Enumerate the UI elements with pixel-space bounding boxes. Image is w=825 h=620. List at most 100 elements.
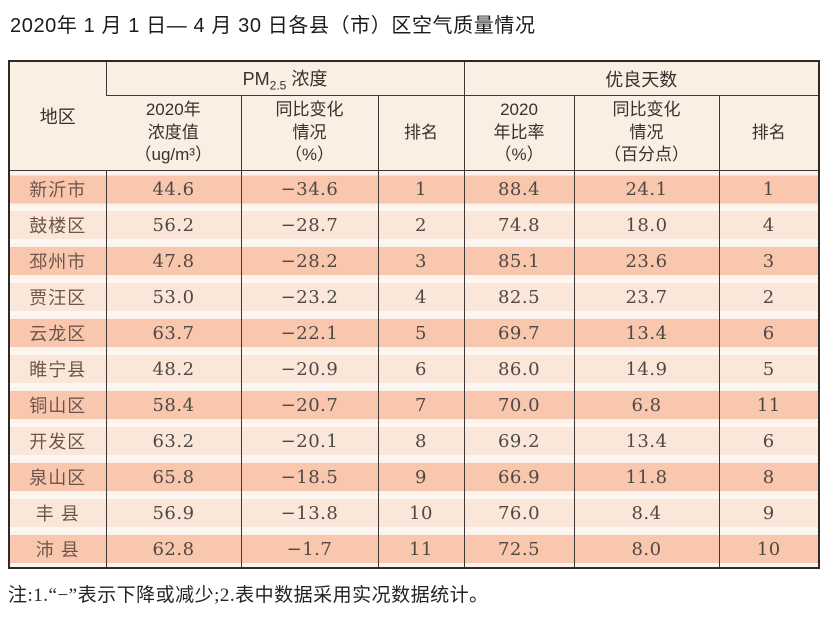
good-ratio-cell: 82.5 bbox=[463, 279, 575, 315]
pm-value-cell: 48.2 bbox=[105, 351, 241, 387]
table-row: 云龙区 63.7 −22.1 5 69.7 13.4 6 bbox=[9, 315, 820, 351]
region-cell: 鼓楼区 bbox=[9, 207, 106, 243]
pm-value-cell: 53.0 bbox=[105, 279, 241, 315]
good-rank-cell: 11 bbox=[718, 387, 820, 423]
pm-change-cell: −18.5 bbox=[240, 459, 378, 495]
pm-rank-cell: 7 bbox=[377, 387, 465, 423]
region-cell: 新沂市 bbox=[9, 170, 106, 207]
good-rank-cell: 8 bbox=[718, 459, 820, 495]
pm-value-cell: 63.7 bbox=[105, 315, 241, 351]
header-group-row: 地区 PM2.5 浓度 优良天数 bbox=[9, 61, 820, 171]
good-rank-cell: 10 bbox=[718, 531, 820, 568]
good-change-cell: 23.7 bbox=[573, 279, 720, 315]
pm-change-cell: −28.2 bbox=[240, 243, 378, 279]
pm-change-cell: −23.2 bbox=[240, 279, 378, 315]
table-header: 地区 PM2.5 浓度 优良天数 2020年 浓度值 （ug/m³） 同比变化 … bbox=[9, 61, 820, 171]
table-row: 新沂市 44.6 −34.6 1 88.4 24.1 1 bbox=[9, 170, 820, 207]
good-ratio-cell: 74.8 bbox=[463, 207, 575, 243]
good-change-cell: 18.0 bbox=[573, 207, 720, 243]
good-rank-cell: 6 bbox=[718, 423, 820, 459]
pm-change-cell: −20.1 bbox=[240, 423, 378, 459]
region-cell: 沛 县 bbox=[9, 531, 106, 568]
region-cell: 开发区 bbox=[9, 423, 106, 459]
table-row: 丰 县 56.9 −13.8 10 76.0 8.4 9 bbox=[9, 495, 820, 531]
good-ratio-cell: 69.2 bbox=[463, 423, 575, 459]
table-row: 贾汪区 53.0 −23.2 4 82.5 23.7 2 bbox=[9, 279, 820, 315]
pm25-label-suffix: 浓度 bbox=[286, 68, 328, 89]
pm-value-cell: 58.4 bbox=[105, 387, 241, 423]
pm-rank-cell: 1 bbox=[377, 170, 465, 207]
pm-value-cell: 44.6 bbox=[105, 170, 241, 207]
good-rank-cell: 1 bbox=[718, 170, 820, 207]
table-row: 铜山区 58.4 −20.7 7 70.0 6.8 11 bbox=[9, 387, 820, 423]
column-header-region: 地区 bbox=[9, 61, 106, 171]
table-row: 邳州市 47.8 −28.2 3 85.1 23.6 3 bbox=[9, 243, 820, 279]
pm-rank-cell: 6 bbox=[377, 351, 465, 387]
pm-rank-cell: 9 bbox=[377, 459, 465, 495]
good-ratio-cell: 86.0 bbox=[463, 351, 575, 387]
good-ratio-cell: 72.5 bbox=[463, 531, 575, 568]
column-group-good-days: 优良天数 bbox=[463, 61, 820, 96]
good-change-cell: 14.9 bbox=[573, 351, 720, 387]
table-row: 睢宁县 48.2 −20.9 6 86.0 14.9 5 bbox=[9, 351, 820, 387]
column-header-pm-value: 2020年 浓度值 （ug/m³） bbox=[106, 95, 241, 171]
pm-change-cell: −22.1 bbox=[240, 315, 378, 351]
good-ratio-cell: 66.9 bbox=[463, 459, 575, 495]
table-row: 沛 县 62.8 −1.7 11 72.5 8.0 10 bbox=[9, 531, 820, 568]
good-ratio-cell: 70.0 bbox=[463, 387, 575, 423]
region-cell: 邳州市 bbox=[9, 243, 106, 279]
table-row: 开发区 63.2 −20.1 8 69.2 13.4 6 bbox=[9, 423, 820, 459]
region-cell: 丰 县 bbox=[9, 495, 106, 531]
pm-value-cell: 56.2 bbox=[105, 207, 241, 243]
good-rank-cell: 3 bbox=[718, 243, 820, 279]
pm-rank-cell: 11 bbox=[377, 531, 465, 568]
region-cell: 泉山区 bbox=[9, 459, 106, 495]
region-cell: 睢宁县 bbox=[9, 351, 106, 387]
column-header-good-ratio: 2020 年比率 （%） bbox=[463, 95, 575, 171]
good-ratio-cell: 76.0 bbox=[463, 495, 575, 531]
region-cell: 云龙区 bbox=[9, 315, 106, 351]
pm-change-cell: −34.6 bbox=[240, 170, 378, 207]
region-cell: 贾汪区 bbox=[9, 279, 106, 315]
pm-value-cell: 56.9 bbox=[105, 495, 241, 531]
pm-rank-cell: 5 bbox=[377, 315, 465, 351]
pm-rank-cell: 3 bbox=[377, 243, 465, 279]
footnote: 注:1.“−”表示下降或减少;2.表中数据采用实况数据统计。 bbox=[8, 585, 489, 606]
pm-value-cell: 62.8 bbox=[105, 531, 241, 568]
table-row: 鼓楼区 56.2 −28.7 2 74.8 18.0 4 bbox=[9, 207, 820, 243]
good-rank-cell: 2 bbox=[718, 279, 820, 315]
good-change-cell: 6.8 bbox=[573, 387, 720, 423]
pm-value-cell: 47.8 bbox=[105, 243, 241, 279]
pm-change-cell: −13.8 bbox=[240, 495, 378, 531]
pm25-label-subscript: 2.5 bbox=[269, 78, 287, 93]
column-header-good-rank: 排名 bbox=[718, 95, 820, 171]
good-ratio-cell: 85.1 bbox=[463, 243, 575, 279]
good-rank-cell: 4 bbox=[718, 207, 820, 243]
column-group-pm25: PM2.5 浓度 bbox=[105, 61, 465, 96]
pm-rank-cell: 4 bbox=[377, 279, 465, 315]
pm-rank-cell: 8 bbox=[377, 423, 465, 459]
pm-value-cell: 65.8 bbox=[105, 459, 241, 495]
good-change-cell: 13.4 bbox=[573, 423, 720, 459]
good-change-cell: 8.4 bbox=[573, 495, 720, 531]
column-header-pm-rank: 排名 bbox=[377, 95, 465, 171]
good-ratio-cell: 69.7 bbox=[463, 315, 575, 351]
column-header-pm-change: 同比变化 情况 （%） bbox=[240, 95, 378, 171]
pm-change-cell: −20.9 bbox=[240, 351, 378, 387]
good-change-cell: 8.0 bbox=[573, 531, 720, 568]
good-change-cell: 13.4 bbox=[573, 315, 720, 351]
pm-change-cell: −1.7 bbox=[240, 531, 378, 568]
pm-change-cell: −20.7 bbox=[240, 387, 378, 423]
good-rank-cell: 5 bbox=[718, 351, 820, 387]
column-header-good-change: 同比变化 情况 （百分点） bbox=[573, 95, 720, 171]
good-change-cell: 24.1 bbox=[573, 170, 720, 207]
table-row: 泉山区 65.8 −18.5 9 66.9 11.8 8 bbox=[9, 459, 820, 495]
pm-rank-cell: 10 bbox=[377, 495, 465, 531]
good-ratio-cell: 88.4 bbox=[463, 170, 575, 207]
pm25-label-prefix: PM bbox=[242, 68, 270, 89]
good-rank-cell: 9 bbox=[718, 495, 820, 531]
header-sub-row: 2020年 浓度值 （ug/m³） 同比变化 情况 （%） 排名 2020 年比… bbox=[9, 95, 820, 171]
pm-change-cell: −28.7 bbox=[240, 207, 378, 243]
good-change-cell: 11.8 bbox=[573, 459, 720, 495]
air-quality-table: 地区 PM2.5 浓度 优良天数 2020年 浓度值 （ug/m³） 同比变化 … bbox=[8, 60, 821, 569]
